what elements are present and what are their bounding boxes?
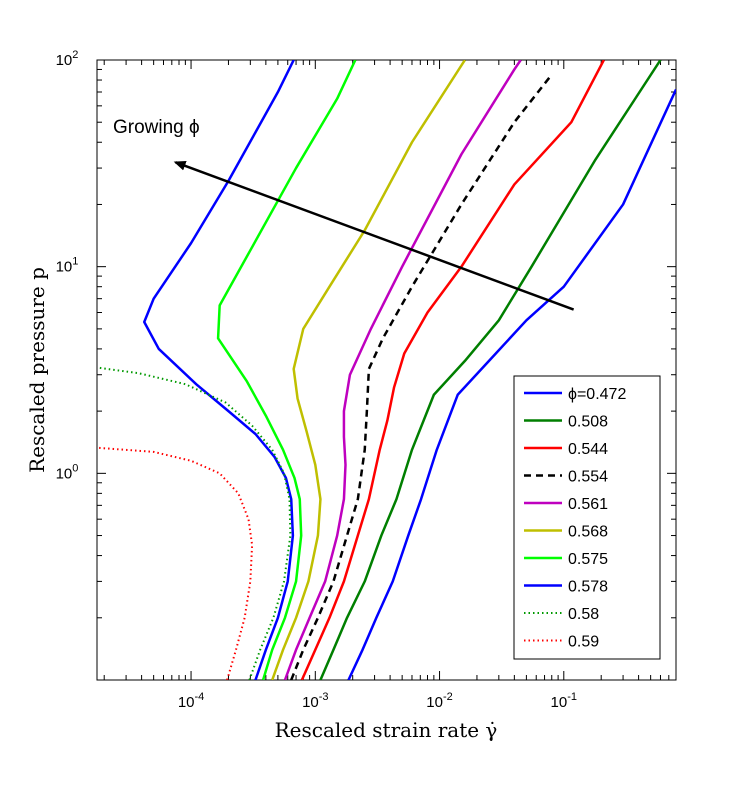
series-line-0 (347, 88, 676, 680)
legend-label: 0.575 (568, 551, 608, 568)
axis-ticks: 10-4 10-3 10-2 10-1 100 101 102 (56, 49, 677, 711)
annotation-text: Growing ϕ (113, 117, 200, 138)
series-line-1 (319, 60, 662, 680)
x-tick-label: 10-2 (426, 691, 452, 711)
series-line-3 (290, 73, 553, 680)
legend-box (513, 375, 661, 660)
legend-label: 0.568 (568, 524, 608, 541)
x-tick-label: 10-4 (178, 691, 204, 711)
legend-label: 0.508 (568, 414, 608, 431)
series-line-6 (216, 60, 357, 680)
y-axis-title: Rescaled pressure p (25, 267, 49, 473)
series-line-5 (271, 60, 466, 680)
legend-label: 0.59 (568, 634, 599, 651)
x-axis-title: Rescaled strain rate γ̇ (275, 718, 498, 742)
x-tick-label: 10-1 (551, 691, 577, 711)
legend-label: 0.58 (568, 606, 599, 623)
legend: ϕ=0.472 0.508 0.544 0.554 0.561 0.568 0.575 0.5… (513, 375, 661, 660)
series-line-4 (283, 60, 522, 680)
annotation-group: Growing ϕ (113, 117, 575, 311)
legend-label: 0.578 (568, 579, 608, 596)
y-tick-label: 101 (56, 256, 79, 276)
y-tick-label: 102 (56, 49, 79, 69)
legend-label: 0.544 (568, 441, 608, 458)
legend-label: 0.554 (568, 469, 608, 486)
legend-label: ϕ=0.472 (568, 386, 626, 403)
y-tick-label: 100 (56, 462, 79, 482)
x-tick-label: 10-3 (302, 691, 328, 711)
series-line-7 (142, 60, 295, 680)
legend-label: 0.561 (568, 496, 608, 513)
growing-phi-arrow (173, 161, 575, 311)
series-lines (97, 60, 676, 680)
series-line-2 (300, 60, 605, 680)
